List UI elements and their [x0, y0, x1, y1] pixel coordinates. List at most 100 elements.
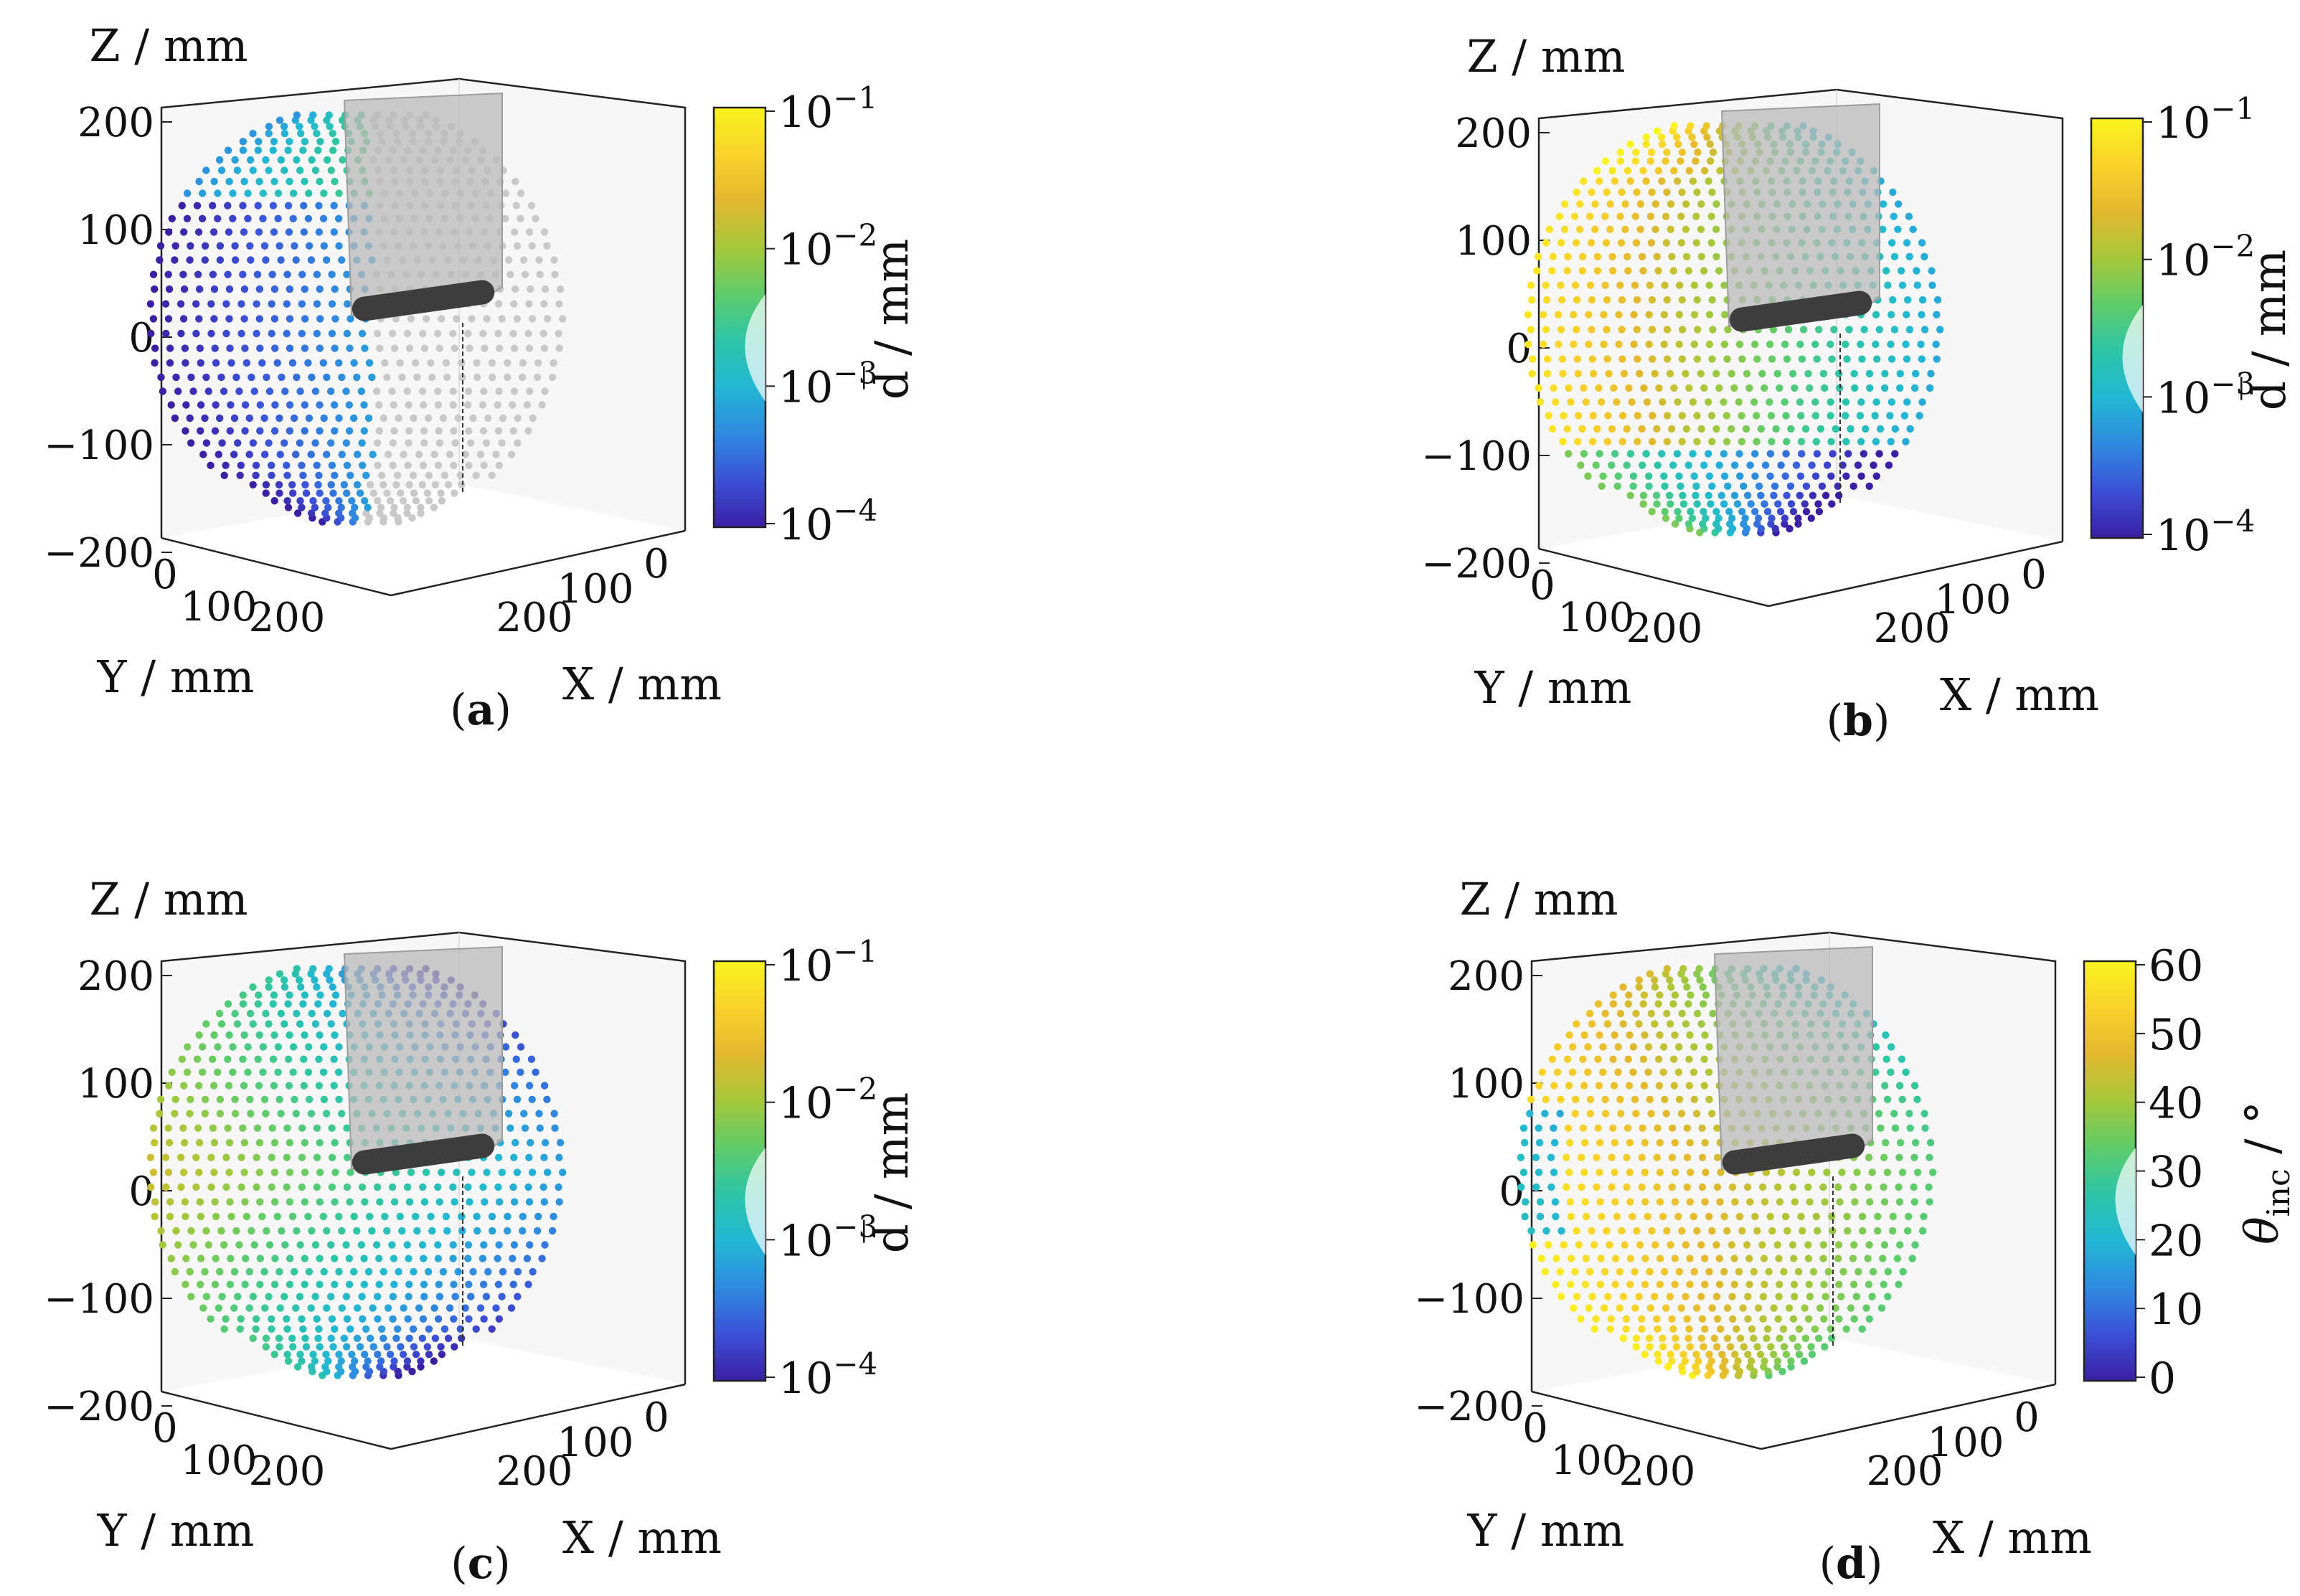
data-point: [1684, 1000, 1692, 1008]
data-point: [327, 1334, 335, 1342]
data-point: [1897, 1138, 1905, 1147]
colorbar-tick-label: 10−2: [778, 1072, 877, 1129]
data-point: [1776, 1334, 1783, 1342]
data-point: [278, 1227, 286, 1235]
data-point: [1667, 500, 1674, 508]
data-point: [1675, 514, 1683, 522]
data-point: [511, 1082, 519, 1090]
data-point: [1788, 1241, 1797, 1249]
z-axis-label: Z / mm: [1467, 30, 1626, 82]
data-point: [301, 1198, 309, 1206]
data-point: [1783, 438, 1791, 445]
data-point: [1866, 1198, 1874, 1206]
data-point: [1677, 1304, 1685, 1312]
z-tick-label: 100: [1448, 1061, 1524, 1108]
data-point: [420, 439, 428, 447]
data-point: [265, 439, 273, 447]
data-point: [1717, 1168, 1725, 1176]
data-point: [392, 1334, 400, 1342]
data-point: [345, 401, 353, 409]
data-point: [390, 509, 397, 517]
data-point: [179, 1124, 187, 1132]
data-point: [1857, 340, 1865, 349]
data-point: [1811, 1325, 1819, 1333]
data-point: [1621, 225, 1629, 233]
data-point: [1542, 1227, 1550, 1235]
data-point: [277, 1110, 285, 1118]
data-point: [328, 461, 336, 469]
data-point: [438, 497, 446, 505]
data-point: [192, 300, 200, 308]
data-point: [494, 329, 502, 338]
data-point: [1685, 1055, 1693, 1063]
data-point: [1877, 1304, 1886, 1312]
colorbar-histogram: [745, 1148, 765, 1255]
data-point: [1707, 157, 1715, 165]
data-point: [1543, 355, 1552, 363]
data-point: [1744, 1315, 1752, 1323]
data-point: [1658, 177, 1666, 185]
data-point: [286, 285, 293, 293]
data-point: [1679, 491, 1687, 499]
data-point: [237, 1315, 245, 1323]
data-point: [307, 1363, 316, 1371]
data-point: [521, 1124, 529, 1132]
data-point: [1550, 1138, 1559, 1147]
data-point: [176, 1153, 185, 1161]
data-point: [360, 1280, 368, 1288]
data-point: [268, 461, 275, 469]
data-point: [1683, 1153, 1692, 1161]
data-point: [1850, 1241, 1858, 1249]
data-point: [329, 489, 337, 497]
data-point: [1636, 225, 1644, 233]
data-point: [1702, 1168, 1710, 1176]
data-point: [422, 1168, 430, 1176]
data-point: [1895, 1183, 1903, 1191]
z-tick-label: −200: [44, 1384, 154, 1430]
data-point: [1653, 500, 1661, 508]
data-point: [388, 329, 397, 338]
data-point: [418, 1241, 427, 1249]
data-point: [193, 202, 202, 209]
data-point: [1573, 326, 1580, 334]
data-point: [417, 1363, 425, 1371]
data-point: [1624, 267, 1632, 275]
data-point: [1533, 267, 1541, 275]
data-point: [146, 300, 155, 308]
data-point: [479, 1255, 487, 1262]
data-point: [229, 1068, 237, 1076]
data-point: [328, 1124, 336, 1132]
data-point: [1766, 450, 1775, 458]
data-point: [268, 329, 275, 338]
data-point: [302, 489, 311, 497]
data-point: [270, 228, 278, 236]
data-point: [419, 329, 427, 338]
data-point: [539, 1183, 547, 1191]
data-point: [250, 1241, 258, 1249]
data-point: [425, 1351, 433, 1359]
data-point: [284, 146, 292, 154]
data-point: [189, 387, 197, 395]
data-point: [1781, 514, 1789, 522]
data-point: [151, 359, 159, 367]
data-point: [164, 1124, 172, 1132]
data-point: [311, 976, 319, 984]
data-point: [305, 242, 314, 250]
data-point: [1738, 508, 1746, 516]
data-point: [291, 242, 298, 250]
data-point: [1842, 340, 1849, 349]
data-point: [182, 427, 189, 435]
data-point: [1705, 311, 1714, 318]
data-point: [298, 1315, 306, 1323]
data-point: [1608, 461, 1616, 469]
data-point: [1865, 1280, 1873, 1288]
data-point: [435, 1293, 444, 1300]
data-point: [1555, 340, 1563, 349]
data-point: [442, 1212, 451, 1221]
data-point: [242, 359, 251, 367]
data-point: [202, 373, 210, 382]
data-point: [1517, 1183, 1525, 1191]
data-point: [343, 300, 352, 308]
data-point: [1616, 1304, 1623, 1312]
